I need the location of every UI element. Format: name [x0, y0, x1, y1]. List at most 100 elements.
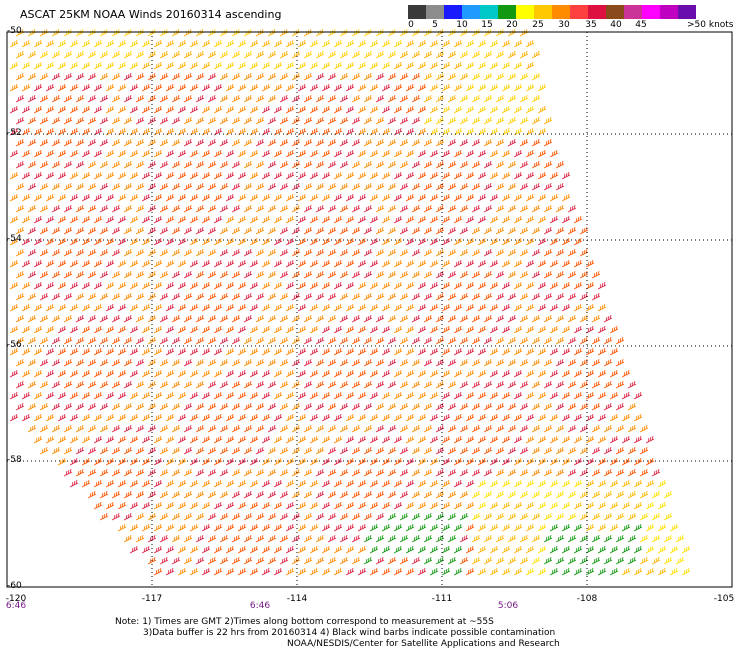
wind-barb [573, 413, 583, 422]
wind-barb [447, 248, 457, 257]
wind-barb [279, 28, 289, 37]
wind-barb [393, 105, 403, 114]
wind-barb [21, 325, 31, 334]
wind-barb [399, 50, 409, 59]
wind-barb [237, 281, 247, 290]
wind-barb [315, 204, 325, 213]
wind-barb [519, 380, 529, 389]
wind-barb [171, 468, 181, 477]
wind-barb [429, 237, 439, 246]
wind-barb [483, 292, 493, 301]
wind-barb [597, 303, 607, 312]
wind-barb [15, 314, 25, 323]
wind-barb [33, 171, 43, 180]
wind-barb [369, 281, 379, 290]
wind-barb [633, 567, 643, 576]
wind-barb [621, 457, 631, 466]
wind-barb [195, 28, 205, 37]
wind-barb [213, 347, 223, 356]
wind-barb [393, 347, 403, 356]
wind-barb [255, 292, 265, 301]
wind-barb [51, 138, 61, 147]
wind-barb [87, 248, 97, 257]
wind-barb [225, 567, 235, 576]
wind-barb [483, 248, 493, 257]
wind-barb [597, 567, 607, 576]
wind-barb [195, 204, 205, 213]
wind-barb [285, 39, 295, 48]
colorbar-swatch [678, 5, 696, 19]
wind-barb [219, 380, 229, 389]
wind-barb [459, 512, 469, 521]
wind-barb [375, 204, 385, 213]
wind-barb [549, 369, 559, 378]
wind-barb [417, 215, 427, 224]
wind-barb [321, 325, 331, 334]
wind-barb [279, 424, 289, 433]
wind-barb [21, 281, 31, 290]
wind-barb [555, 556, 565, 565]
wind-barb [411, 248, 421, 257]
wind-barb [273, 61, 283, 70]
wind-barb [183, 72, 193, 81]
wind-barb [243, 358, 253, 367]
wind-barb [369, 567, 379, 576]
wind-barb [411, 358, 421, 367]
wind-barb [315, 292, 325, 301]
colorbar-swatch [624, 5, 642, 19]
wind-barb [501, 501, 511, 510]
wind-barb [567, 204, 577, 213]
wind-barb [111, 160, 121, 169]
wind-barb [447, 28, 457, 37]
wind-barb [27, 160, 37, 169]
wind-barb [327, 94, 337, 103]
wind-barb [657, 545, 667, 554]
wind-barb [417, 435, 427, 444]
wind-barb [159, 28, 169, 37]
wind-barb [273, 149, 283, 158]
colorbar-tick-label: 20 [506, 20, 518, 30]
wind-barb [471, 534, 481, 543]
wind-barb [303, 534, 313, 543]
wind-barb [513, 523, 523, 532]
wind-barb [375, 424, 385, 433]
wind-barb [543, 204, 553, 213]
wind-barb [339, 336, 349, 345]
wind-barb [501, 149, 511, 158]
wind-barb [513, 567, 523, 576]
wind-barb [357, 567, 367, 576]
wind-barb [69, 435, 79, 444]
wind-barb [405, 171, 415, 180]
wind-barb [357, 325, 367, 334]
wind-barb [135, 512, 145, 521]
colorbar-swatch [588, 5, 606, 19]
wind-barb [453, 567, 463, 576]
wind-barb [165, 435, 175, 444]
wind-barb [195, 468, 205, 477]
wind-barb [585, 479, 595, 488]
wind-barb [381, 325, 391, 334]
wind-barb [423, 116, 433, 125]
wind-barb [225, 523, 235, 532]
wind-barb [465, 501, 475, 510]
wind-barb [291, 204, 301, 213]
wind-barb [309, 457, 319, 466]
wind-barb [219, 556, 229, 565]
wind-barb [351, 292, 361, 301]
wind-barb [423, 270, 433, 279]
wind-barb [237, 567, 247, 576]
wind-barb [219, 28, 229, 37]
wind-barb [465, 347, 475, 356]
wind-barb [609, 391, 619, 400]
wind-barb [459, 314, 469, 323]
wind-barb [51, 94, 61, 103]
wind-barb [519, 248, 529, 257]
wind-barb [93, 413, 103, 422]
wind-barb [525, 369, 535, 378]
wind-barb [153, 391, 163, 400]
wind-barb [129, 391, 139, 400]
wind-barb [231, 204, 241, 213]
wind-barb [111, 512, 121, 521]
wind-barb [315, 534, 325, 543]
wind-barb [87, 336, 97, 345]
